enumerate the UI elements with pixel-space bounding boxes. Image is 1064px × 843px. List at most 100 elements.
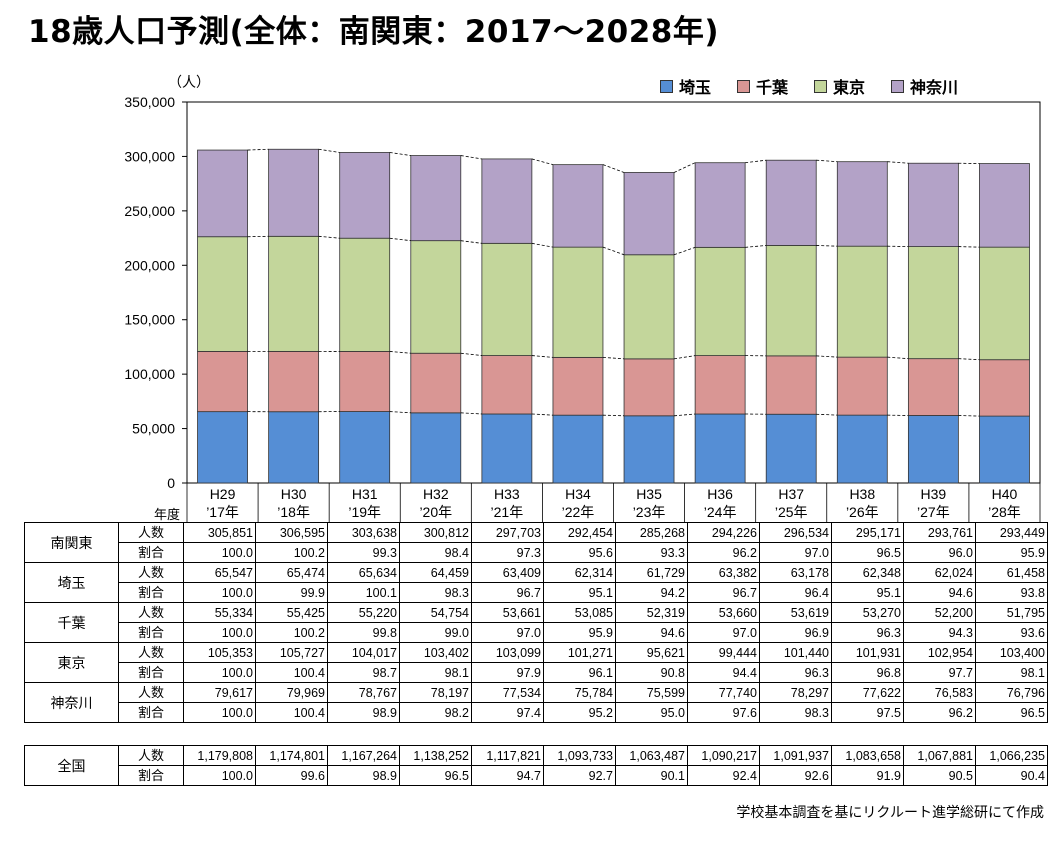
value-cell: 53,619 <box>759 602 832 623</box>
value-cell: 77,622 <box>831 682 904 703</box>
region-cell: 埼玉 <box>24 562 119 603</box>
legend-swatch <box>737 79 751 93</box>
bar-segment-2-千葉 <box>339 351 391 412</box>
value-cell: 100.1 <box>327 582 400 603</box>
x-label-year: H34 <box>565 486 591 502</box>
legend-label: 東京 <box>833 78 866 97</box>
metric-cell: 人数 <box>118 562 184 583</box>
y-tick-label: 200,000 <box>124 257 175 273</box>
x-label-year: H36 <box>707 486 733 502</box>
series-connector <box>745 245 767 248</box>
x-label-west-year: ’22年 <box>562 504 595 520</box>
bar-segment-1-神奈川 <box>268 148 320 237</box>
value-cell: 93.8 <box>975 582 1048 603</box>
value-cell: 52,200 <box>903 602 976 623</box>
bar-segment-4-埼玉 <box>481 413 533 484</box>
series-connector <box>247 148 269 151</box>
value-cell: 300,812 <box>399 522 472 543</box>
series-connector <box>460 240 482 244</box>
value-cell: 95.1 <box>543 582 616 603</box>
value-cell: 101,271 <box>543 642 616 663</box>
bar-segment-8-埼玉 <box>765 413 817 484</box>
series-connector <box>673 246 696 256</box>
series-connector <box>602 164 625 173</box>
table-row: 割合 100.0 100.4 98.9 98.2 97.4 95.2 95.0 97.6 98.3… <box>25 702 1048 723</box>
x-label-year: H38 <box>849 486 875 502</box>
metric-cell: 割合 <box>118 765 184 786</box>
value-cell: 96.3 <box>831 622 904 643</box>
x-label-west-year: ’25年 <box>775 504 808 520</box>
metric-cell: 人数 <box>118 642 184 663</box>
y-tick-label: 350,000 <box>124 94 175 110</box>
bar-segment-6-埼玉 <box>623 415 675 484</box>
bar-segment-9-埼玉 <box>836 414 888 484</box>
value-cell: 1,063,487 <box>615 745 688 766</box>
value-cell: 53,085 <box>543 602 616 623</box>
bar-segment-2-埼玉 <box>339 411 391 484</box>
table-row: 千葉 人数 55,334 55,425 55,220 54,754 53,661 53,085… <box>24 602 1048 643</box>
value-cell: 103,400 <box>975 642 1048 663</box>
series-connector <box>389 411 411 414</box>
bar-segment-7-東京 <box>694 246 746 356</box>
value-cell: 99.3 <box>327 542 400 563</box>
value-cell: 77,534 <box>471 682 544 703</box>
bar-segment-1-千葉 <box>268 350 320 413</box>
value-cell: 95.9 <box>543 622 616 643</box>
series-connector <box>531 413 553 416</box>
value-cell: 1,167,264 <box>327 745 400 766</box>
chart-legend: 埼玉 千葉 東京 神奈川 <box>660 74 958 98</box>
value-cell: 55,334 <box>183 602 256 623</box>
value-cell: 64,459 <box>399 562 472 583</box>
value-cell: 305,851 <box>183 522 256 543</box>
value-cell: 102,954 <box>903 642 976 663</box>
metric-cell: 割合 <box>118 542 184 563</box>
value-cell: 97.9 <box>471 662 544 683</box>
value-cell: 62,024 <box>903 562 976 583</box>
table-row: 割合 100.0 100.4 98.7 98.1 97.9 96.1 90.8 94.4 96.3… <box>25 662 1048 683</box>
value-cell: 94.7 <box>471 765 544 786</box>
value-cell: 61,458 <box>975 562 1048 583</box>
value-cell: 94.6 <box>615 622 688 643</box>
series-connector <box>745 159 767 164</box>
x-label-year: H40 <box>992 486 1018 502</box>
value-cell: 97.5 <box>831 702 904 723</box>
legend-label: 千葉 <box>756 78 789 97</box>
value-cell: 96.8 <box>831 662 904 683</box>
legend-item-kanagawa: 神奈川 <box>891 74 958 98</box>
bar-segment-11-埼玉 <box>979 415 1030 484</box>
bar-segment-4-東京 <box>481 242 533 356</box>
series-connector <box>816 413 838 416</box>
x-label-west-year: ’24年 <box>704 504 737 520</box>
series-connector <box>673 162 696 173</box>
value-cell: 51,795 <box>975 602 1048 623</box>
table-row: 割合 100.0 99.9 100.1 98.3 96.7 95.1 94.2 96.7 96.4… <box>25 582 1048 603</box>
value-cell: 61,729 <box>615 562 688 583</box>
bar-segment-5-千葉 <box>552 356 604 416</box>
bar-segment-9-東京 <box>836 245 888 358</box>
series-connector <box>816 159 838 163</box>
x-label-year: H33 <box>494 486 520 502</box>
stacked-bar-chart: 0 50,000 100,000 150,000 200,000 250,000 300,0… <box>124 94 1041 523</box>
table-row: 南関東 人数 305,851 306,595 303,638 300,812 297,703… <box>24 522 1048 563</box>
metric-cell: 人数 <box>118 602 184 623</box>
value-cell: 100.0 <box>183 542 256 563</box>
value-cell: 103,099 <box>471 642 544 663</box>
value-cell: 297,703 <box>471 522 544 543</box>
value-cell: 100.0 <box>183 582 256 603</box>
bar-segment-5-東京 <box>552 246 604 358</box>
value-cell: 1,179,808 <box>183 745 256 766</box>
value-cell: 53,270 <box>831 602 904 623</box>
region-cell: 神奈川 <box>24 682 119 723</box>
y-tick-label: 100,000 <box>124 366 175 382</box>
bar-segment-6-東京 <box>623 254 675 360</box>
y-tick-label: 50,000 <box>132 421 175 437</box>
value-cell: 96.0 <box>903 542 976 563</box>
value-cell: 75,599 <box>615 682 688 703</box>
value-cell: 53,661 <box>471 602 544 623</box>
value-cell: 96.7 <box>687 582 760 603</box>
table-row: 東京 人数 105,353 105,727 104,017 103,402 103,099 1… <box>24 642 1048 683</box>
nendo-label: 年度 <box>154 508 181 523</box>
table-row: 全国 人数 1,179,808 1,174,801 1,167,264 1,138,252… <box>24 745 1048 786</box>
national-table: 全国 人数 1,179,808 1,174,801 1,167,264 1,138,252… <box>24 745 1048 786</box>
x-label-year: H37 <box>778 486 804 502</box>
